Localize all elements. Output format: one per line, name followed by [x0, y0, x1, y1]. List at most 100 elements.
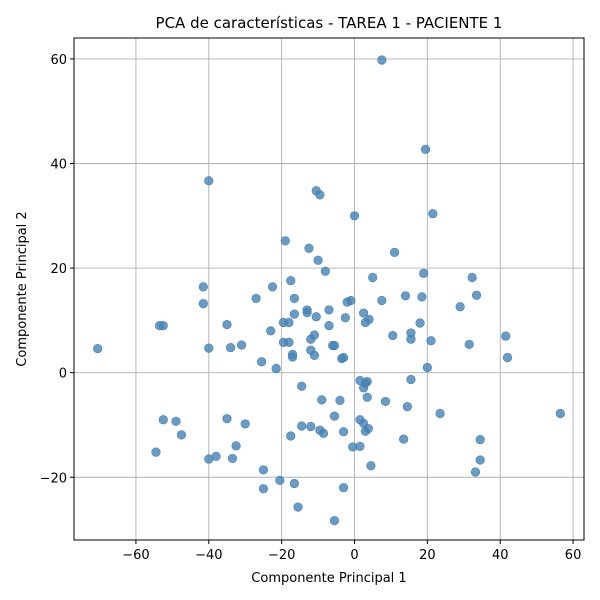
scatter-point: [338, 352, 349, 363]
scatter-point: [289, 309, 299, 319]
chart-title: PCA de características - TAREA 1 - PACIE…: [156, 14, 503, 32]
scatter-point: [420, 144, 431, 154]
scatter-point: [171, 416, 181, 426]
scatter-point: [251, 293, 261, 304]
scatter-point: [342, 297, 352, 307]
scatter-point: [355, 441, 365, 451]
x-tick-label: −40: [195, 548, 222, 563]
scatter-point: [363, 424, 373, 434]
scatter-point: [198, 282, 208, 292]
scatter-point: [258, 484, 269, 494]
scatter-point: [204, 343, 214, 353]
scatter-point: [231, 441, 241, 451]
y-tick-label: −20: [40, 471, 67, 486]
scatter-point: [402, 402, 412, 412]
scatter-point: [280, 236, 290, 246]
scatter-point: [286, 431, 296, 441]
scatter-point: [362, 392, 372, 402]
scatter-point: [502, 352, 513, 363]
scatter-point: [422, 362, 432, 373]
y-axis-label: Componente Principal 2: [15, 211, 30, 366]
scatter-point: [329, 340, 340, 351]
scatter-point: [501, 331, 511, 341]
scatter-point: [359, 308, 369, 318]
y-tick-label: 60: [50, 53, 67, 68]
scatter-point: [257, 357, 267, 367]
plot-frame: [73, 37, 585, 541]
scatter-point: [222, 319, 232, 330]
scatter-point: [309, 350, 320, 361]
scatter-point: [158, 415, 168, 425]
scatter-point: [313, 255, 323, 265]
scatter-point: [359, 383, 369, 393]
scatter-point: [226, 342, 236, 353]
scatter-point: [324, 321, 334, 331]
scatter-point: [222, 414, 232, 424]
scatter-point: [176, 430, 187, 440]
x-axis-label: Componente Principal 1: [251, 571, 406, 586]
scatter-point: [329, 411, 340, 421]
scatter-point: [470, 467, 481, 477]
scatter-point: [151, 447, 161, 457]
scatter-point: [227, 453, 238, 464]
scatter-point: [198, 299, 208, 309]
scatter-point: [555, 408, 565, 419]
scatter-point: [349, 211, 360, 221]
x-axis-ticks: −60 −40 −20 0 20 40 60: [122, 540, 581, 563]
scatter-point: [419, 268, 429, 278]
y-tick-label: 40: [50, 158, 67, 173]
scatter-point: [428, 209, 438, 219]
scatter-point: [284, 337, 294, 347]
x-tick-label: 60: [565, 548, 582, 563]
scatter-point: [329, 516, 340, 526]
scatter-point: [338, 483, 349, 493]
scatter-point: [389, 247, 400, 257]
scatter-point: [377, 295, 387, 306]
scatter-point: [317, 395, 327, 405]
scatter-point: [267, 282, 278, 292]
x-tick-label: 20: [419, 548, 436, 563]
scatter-point: [338, 427, 349, 437]
scatter-point: [315, 190, 325, 200]
scatter-point: [306, 421, 316, 432]
scatter-point: [289, 478, 299, 489]
scatter-point: [415, 318, 425, 328]
scatter-point: [455, 302, 465, 312]
scatter-point: [271, 363, 281, 374]
scatter-point: [406, 374, 416, 385]
scatter-point: [400, 291, 411, 301]
scatter-point: [311, 312, 321, 322]
scatter-point: [388, 330, 398, 341]
scatter-point: [240, 419, 250, 429]
scatter-point: [266, 326, 276, 336]
scatter-point: [93, 344, 103, 354]
scatter-point: [275, 475, 285, 485]
scatter-point: [368, 272, 378, 283]
scatter-point: [335, 395, 345, 405]
scatter-point: [320, 266, 330, 276]
y-axis-ticks: −20 0 20 40 60: [40, 53, 74, 486]
y-tick-label: 20: [50, 262, 67, 277]
scatter-point: [380, 396, 391, 407]
scatter-point: [158, 321, 168, 331]
y-tick-label: 0: [59, 367, 67, 382]
scatter-point: [471, 290, 482, 300]
scatter-point: [293, 502, 303, 512]
scatter-point: [302, 307, 312, 318]
scatter-point: [287, 352, 298, 362]
grid: [74, 38, 584, 540]
scatter-point: [306, 334, 316, 344]
scatter-point: [286, 276, 296, 286]
scatter-point: [318, 428, 329, 438]
scatter-point: [360, 317, 371, 328]
scatter-point: [417, 292, 427, 302]
scatter-point: [399, 434, 409, 444]
scatter-point: [258, 465, 269, 475]
scatter-point: [284, 317, 294, 328]
x-tick-label: −60: [122, 548, 149, 563]
scatter-point: [297, 421, 307, 431]
x-tick-label: 40: [492, 548, 509, 563]
scatter-point: [297, 381, 307, 391]
scatter-point: [467, 272, 477, 283]
